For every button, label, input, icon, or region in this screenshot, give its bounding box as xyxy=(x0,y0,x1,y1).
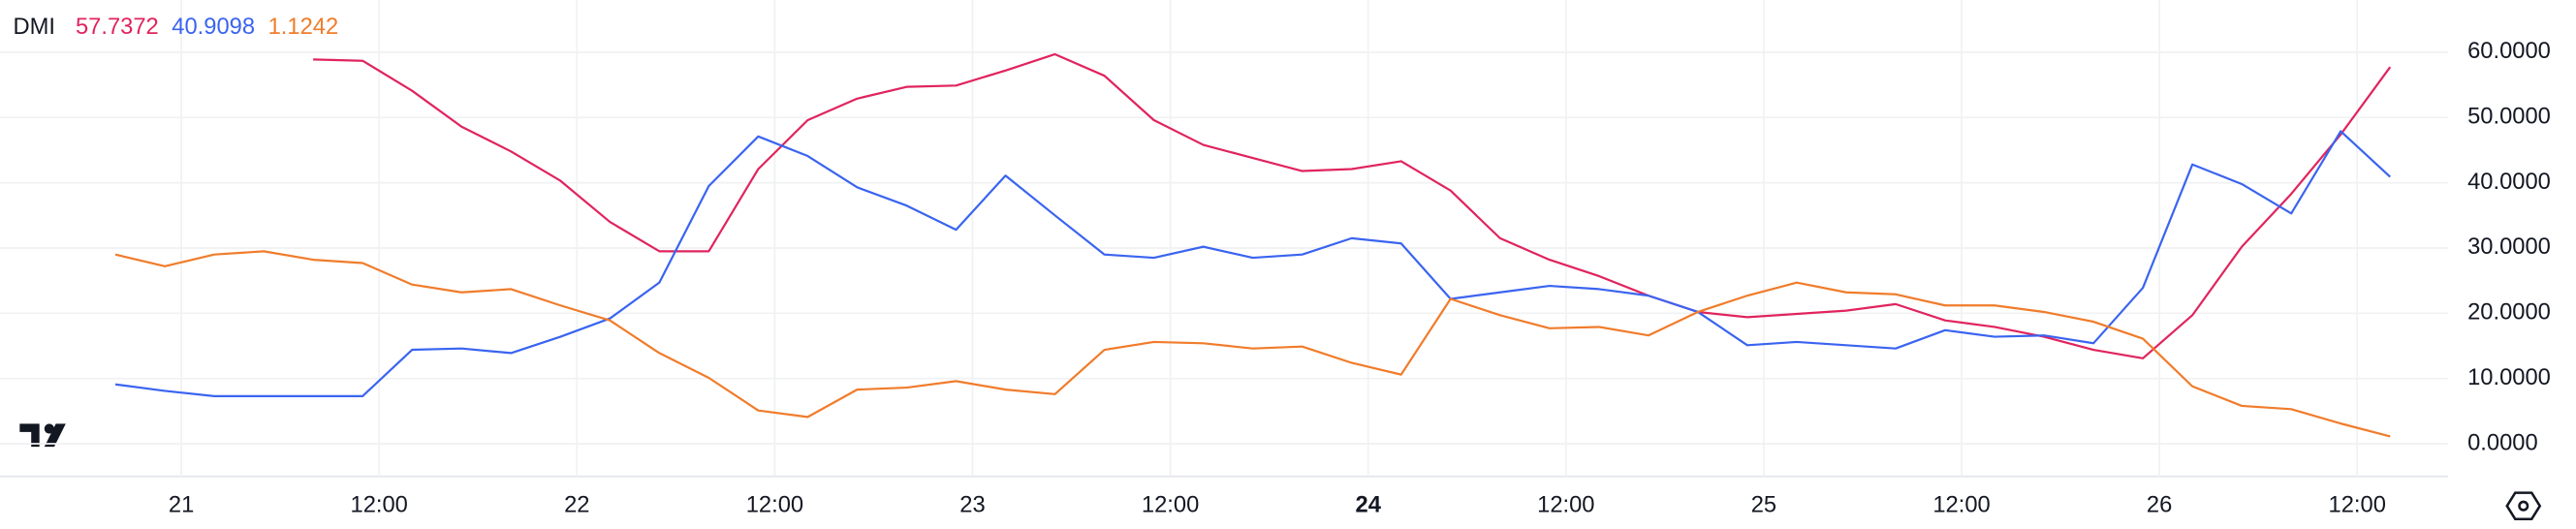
x-tick-label: 12:00 xyxy=(1142,492,1199,517)
x-tick-label: 23 xyxy=(959,492,985,517)
indicator-name: DMI xyxy=(14,15,55,40)
legend-value: 40.9098 xyxy=(172,15,255,40)
x-tick-label: 24 xyxy=(1356,492,1382,517)
x-tick-label: 12:00 xyxy=(351,492,408,517)
settings-icon[interactable] xyxy=(2505,491,2542,521)
y-tick-label: 0.0000 xyxy=(2467,430,2538,455)
x-tick-label: 21 xyxy=(169,492,194,517)
x-tick-label: 12:00 xyxy=(746,492,803,517)
grid xyxy=(0,0,2448,477)
dmi-line xyxy=(313,52,2392,359)
x-tick-label: 12:00 xyxy=(2329,492,2386,517)
tv-logo xyxy=(19,423,66,448)
y-tick-label: 40.0000 xyxy=(2467,170,2551,195)
x-tick-label: 25 xyxy=(1751,492,1776,517)
x-tick-label: 12:00 xyxy=(1932,492,1990,517)
y-tick-label: 30.0000 xyxy=(2467,234,2551,260)
x-tick-label: 26 xyxy=(2147,492,2172,517)
dmi-line xyxy=(114,250,2391,438)
legend-value: 1.1242 xyxy=(268,15,339,40)
legend-value: 57.7372 xyxy=(76,15,159,40)
x-tick-label: 22 xyxy=(564,492,589,517)
dmi-line xyxy=(114,130,2391,397)
y-tick-label: 60.0000 xyxy=(2467,39,2551,64)
x-tick-label: 12:00 xyxy=(1537,492,1594,517)
y-tick-label: 50.0000 xyxy=(2467,105,2551,130)
y-tick-label: 20.0000 xyxy=(2467,300,2551,326)
y-tick-label: 10.0000 xyxy=(2467,365,2551,390)
